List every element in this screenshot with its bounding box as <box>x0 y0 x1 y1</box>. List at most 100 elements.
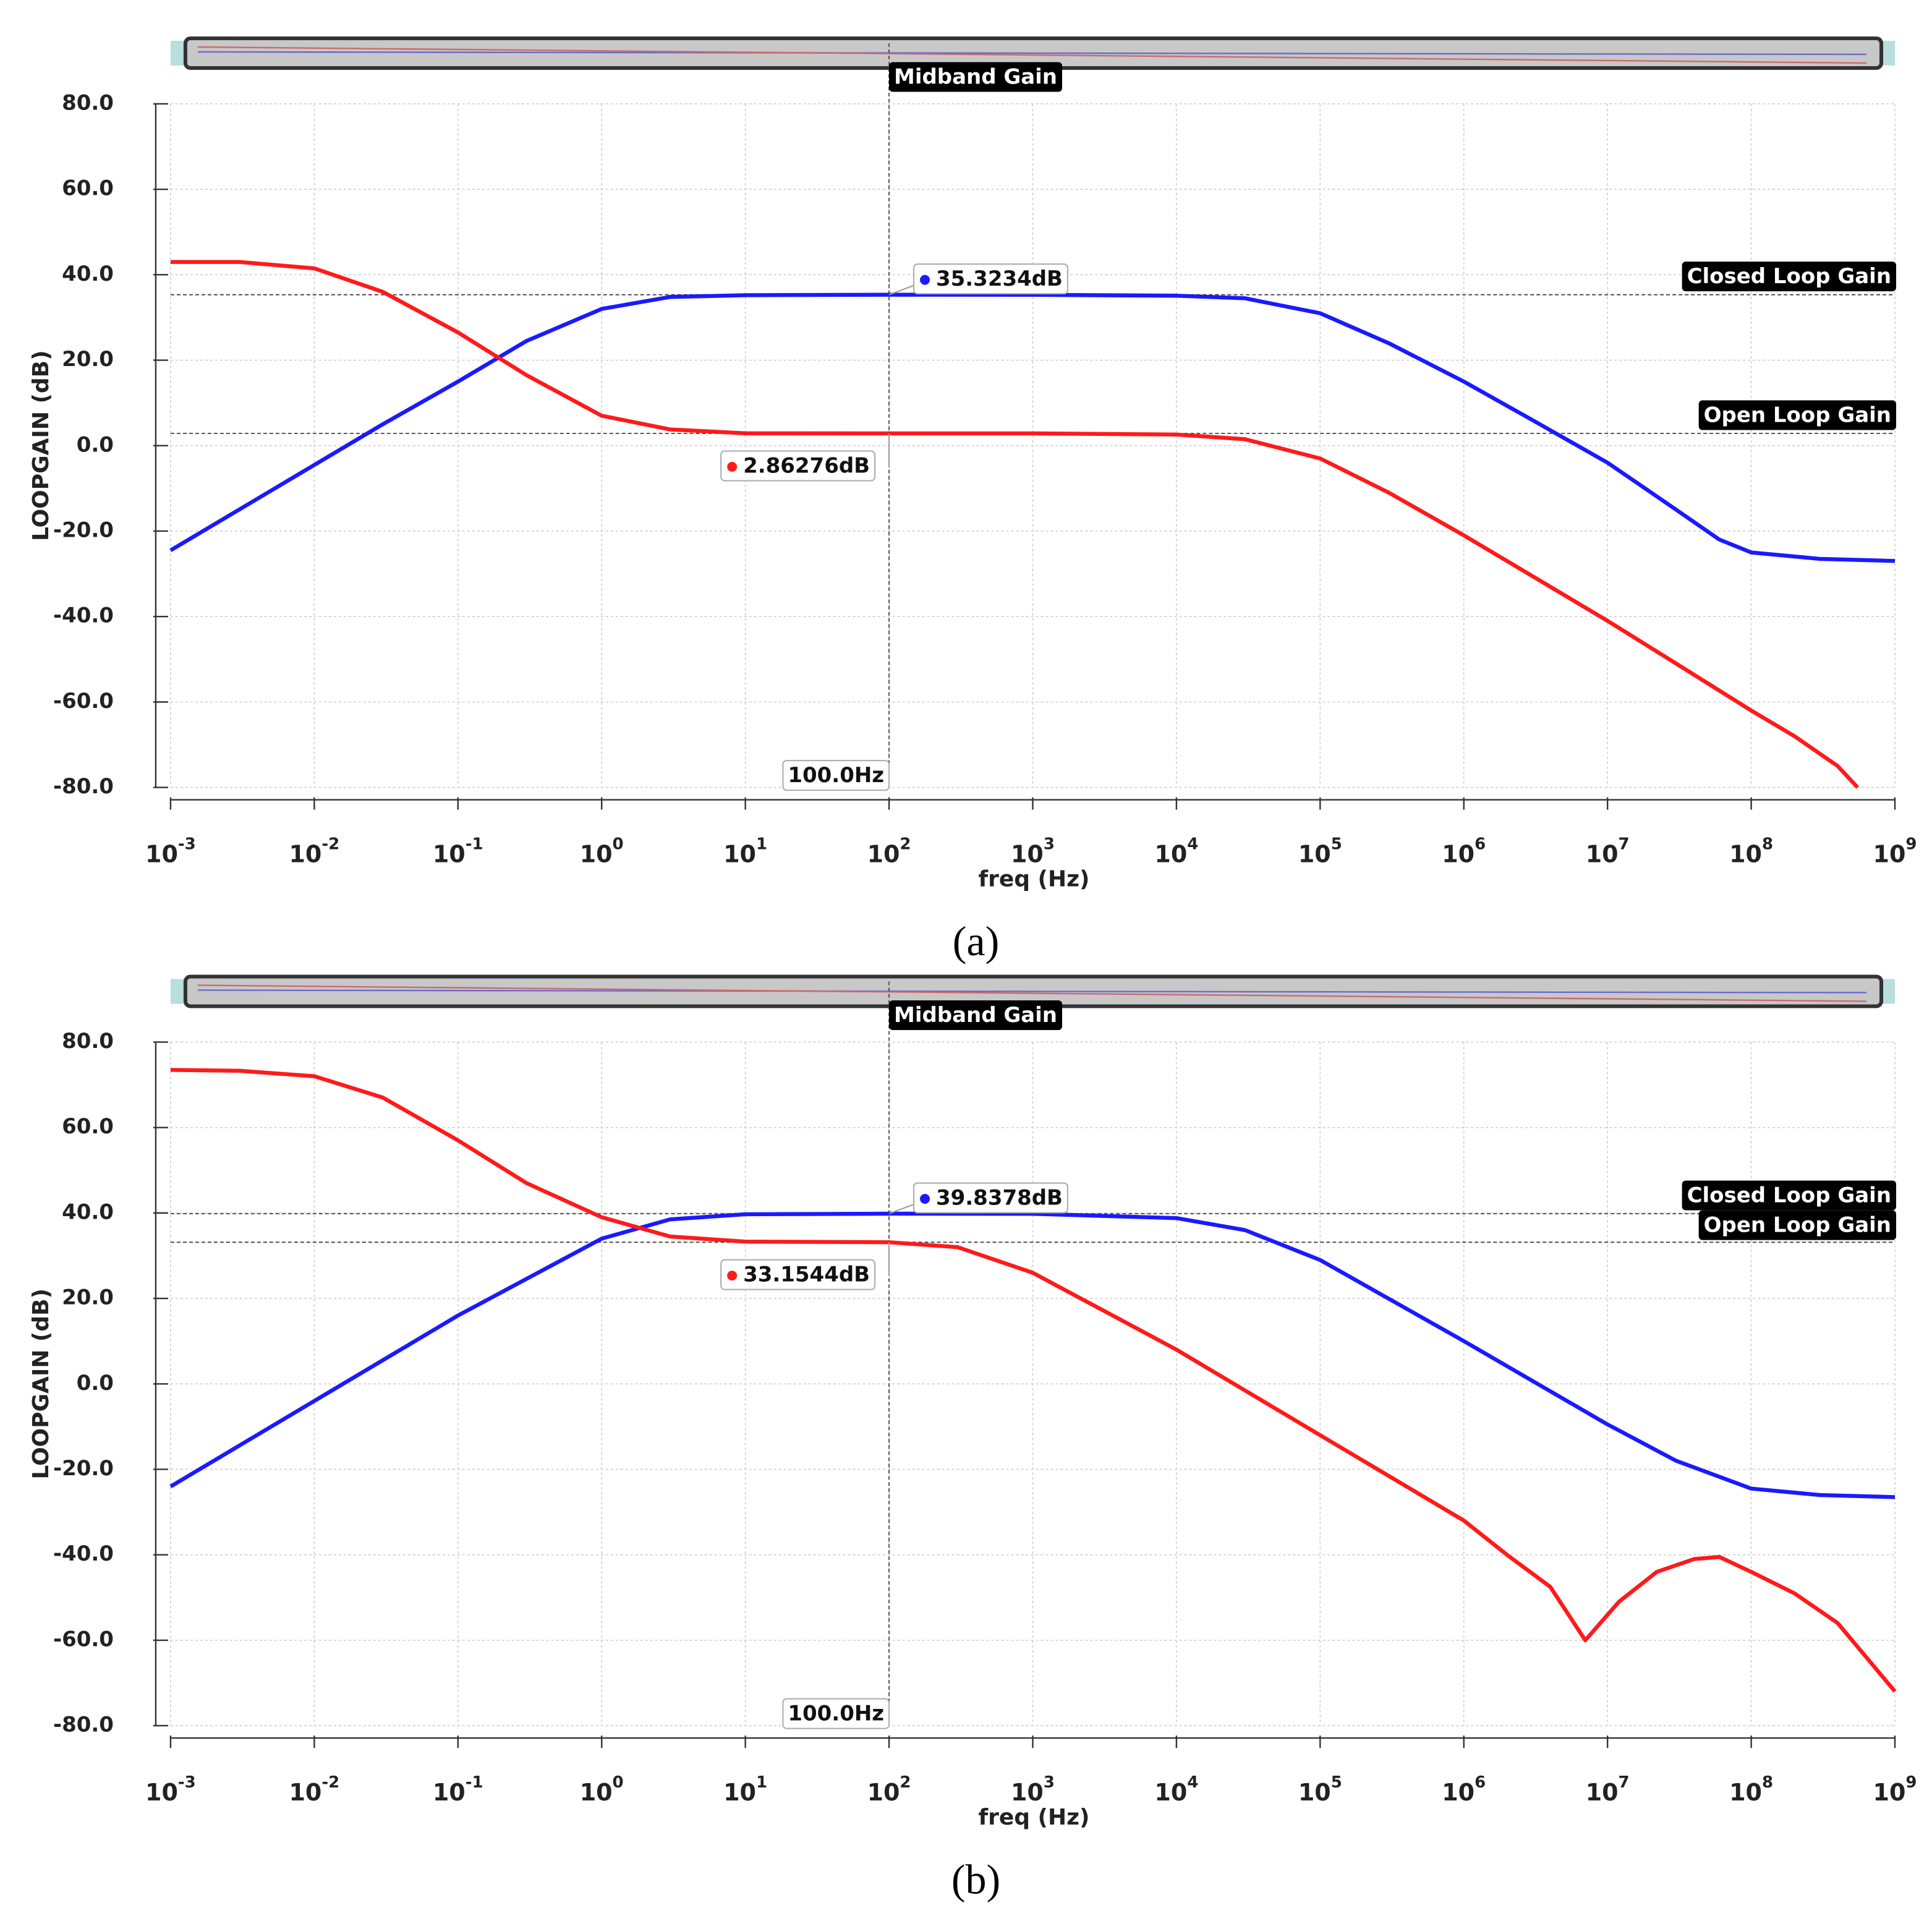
x-tick-label: 109 <box>1873 1773 1917 1806</box>
marker-value-label-group: 39.8378dB <box>913 1182 1068 1214</box>
x-tick-base: 10 <box>1873 840 1906 867</box>
vmarker-name-box <box>889 1000 1063 1030</box>
x-tick-base: 10 <box>867 840 900 867</box>
x-tick-exponent: -2 <box>321 835 339 853</box>
series-group <box>169 1068 1897 1693</box>
marker-value-label: 35.3234dB <box>936 266 1063 291</box>
y-tick-label: 40.0 <box>62 262 114 286</box>
x-tick-base: 10 <box>1154 840 1187 867</box>
x-tick-label: 10-3 <box>145 1773 196 1806</box>
y-tick-label: 80.0 <box>62 90 114 115</box>
marker-name: Open Loop Gain <box>1704 1213 1891 1238</box>
x-tick-base: 10 <box>1729 1779 1762 1806</box>
x-tick-label: 103 <box>1011 1773 1055 1806</box>
marker-name: Closed Loop Gain <box>1687 264 1891 289</box>
series-line <box>170 260 1859 789</box>
x-tick-exponent: 5 <box>1331 1773 1342 1792</box>
marker-name-box <box>1682 1180 1897 1211</box>
x-tick-base: 10 <box>1442 840 1475 867</box>
x-tick-base: 10 <box>723 840 756 867</box>
x-tick-base: 10 <box>289 1779 321 1806</box>
x-tick-label: 100 <box>580 835 624 867</box>
vmarker-label-group: 100.0Hz <box>782 760 890 791</box>
x-tick-label: 101 <box>723 1773 767 1806</box>
marker-value-label-group: 35.3234dB <box>913 263 1068 295</box>
x-tick-label: 100 <box>580 1773 624 1806</box>
marker-name-group: Open Loop Gain <box>1698 1210 1897 1240</box>
x-tick-label: 10-1 <box>433 1773 483 1806</box>
x-tick-label: 103 <box>1011 835 1055 867</box>
y-axis-label: LOOPGAIN (dB) <box>28 1288 54 1480</box>
x-tick-label: 105 <box>1298 835 1342 867</box>
vmarker-name-group: Midband Gain <box>889 1000 1063 1030</box>
marker-value-label-box <box>720 450 876 482</box>
overview-line <box>197 989 1867 994</box>
y-tick-label: -60.0 <box>53 1627 114 1651</box>
x-tick-label: 107 <box>1586 1773 1630 1806</box>
x-tick-label: 10-1 <box>433 835 483 867</box>
y-tick-label: 0.0 <box>77 1371 114 1395</box>
x-tick-label: 102 <box>867 835 911 867</box>
series-line <box>170 1068 1897 1693</box>
x-tick-base: 10 <box>1298 1779 1331 1806</box>
marker-value-label-group: 2.86276dB <box>720 450 876 482</box>
x-tick-exponent: 0 <box>613 1773 624 1792</box>
vmarker-label-group: 100.0Hz <box>782 1698 890 1729</box>
x-tick-base: 10 <box>145 1779 178 1806</box>
x-tick-base: 10 <box>289 840 321 867</box>
y-tick-label: 20.0 <box>62 1285 114 1310</box>
marker-value-label-box <box>913 1182 1068 1214</box>
y-axis-label: LOOPGAIN (dB) <box>28 350 54 541</box>
x-tick-exponent: 6 <box>1475 835 1486 853</box>
x-tick-exponent: 1 <box>756 835 767 853</box>
x-tick-base: 10 <box>1729 840 1762 867</box>
x-tick-base: 10 <box>433 840 466 867</box>
vmarker-label: 100.0Hz <box>788 1702 884 1726</box>
x-tick-base: 10 <box>1011 840 1044 867</box>
y-tick-label: -80.0 <box>53 1713 114 1737</box>
marker-dot <box>920 1193 930 1204</box>
overview-line <box>197 984 1867 1002</box>
vmarker-name-group: Midband Gain <box>889 62 1063 92</box>
series-line <box>169 292 1896 563</box>
x-axis-label: freq (Hz) <box>978 867 1089 892</box>
y-tick-label: 80.0 <box>62 1029 114 1054</box>
vmarker-name: Midband Gain <box>894 1003 1057 1028</box>
x-tick-exponent: 9 <box>1905 1773 1917 1792</box>
x-tick-exponent: -2 <box>321 1773 339 1792</box>
marker-value-label-box <box>720 1259 876 1290</box>
y-tick-label: -20.0 <box>53 518 114 542</box>
x-tick-base: 10 <box>1873 1779 1906 1806</box>
marker-value-label: 2.86276dB <box>743 453 870 478</box>
series-group <box>169 260 1896 789</box>
y-tick-label: -40.0 <box>53 603 114 628</box>
x-tick-label: 108 <box>1729 1773 1773 1806</box>
marker-name-group: Open Loop Gain <box>1698 400 1897 430</box>
x-tick-label: 104 <box>1154 835 1198 867</box>
x-tick-label: 107 <box>1586 835 1630 867</box>
x-tick-exponent: 8 <box>1762 835 1773 853</box>
y-tick-label: -80.0 <box>53 774 114 799</box>
marker-dot <box>727 461 738 472</box>
x-tick-label: 101 <box>723 835 767 867</box>
vmarker-label-box <box>782 760 890 791</box>
marker-name-box <box>1698 400 1897 430</box>
x-tick-exponent: 6 <box>1475 1773 1486 1792</box>
x-tick-label: 10-2 <box>289 1773 339 1806</box>
x-tick-exponent: 7 <box>1619 835 1630 853</box>
x-tick-base: 10 <box>145 840 178 867</box>
y-tick-label: 60.0 <box>62 1114 114 1139</box>
x-tick-exponent: 1 <box>756 1773 767 1792</box>
x-tick-exponent: 3 <box>1044 1773 1055 1792</box>
marker-dot <box>920 275 930 285</box>
x-tick-exponent: -1 <box>466 1773 483 1792</box>
x-tick-base: 10 <box>580 840 613 867</box>
vmarker-label-box <box>782 1698 890 1729</box>
x-tick-exponent: 2 <box>900 1773 911 1792</box>
x-tick-base: 10 <box>723 1779 756 1806</box>
x-tick-base: 10 <box>867 1779 900 1806</box>
marker-name-box <box>1682 262 1897 292</box>
x-axis-label: freq (Hz) <box>978 1805 1089 1830</box>
